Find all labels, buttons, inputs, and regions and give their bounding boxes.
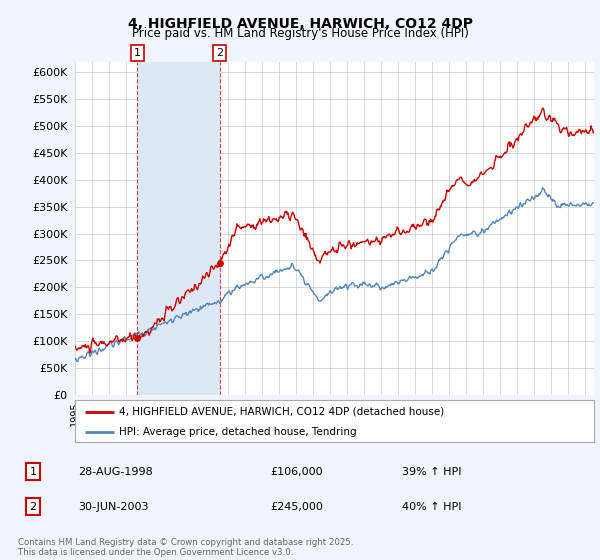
Text: 1: 1 bbox=[29, 466, 37, 477]
Text: HPI: Average price, detached house, Tendring: HPI: Average price, detached house, Tend… bbox=[119, 427, 357, 437]
Text: £245,000: £245,000 bbox=[270, 502, 323, 512]
Text: 4, HIGHFIELD AVENUE, HARWICH, CO12 4DP (detached house): 4, HIGHFIELD AVENUE, HARWICH, CO12 4DP (… bbox=[119, 407, 445, 417]
Text: 30-JUN-2003: 30-JUN-2003 bbox=[78, 502, 149, 512]
Text: Price paid vs. HM Land Registry's House Price Index (HPI): Price paid vs. HM Land Registry's House … bbox=[131, 27, 469, 40]
Text: 28-AUG-1998: 28-AUG-1998 bbox=[78, 466, 153, 477]
Text: 2: 2 bbox=[216, 48, 223, 58]
Bar bbox=[137, 62, 220, 395]
Text: 4, HIGHFIELD AVENUE, HARWICH, CO12 4DP: 4, HIGHFIELD AVENUE, HARWICH, CO12 4DP bbox=[128, 17, 473, 31]
Text: 40% ↑ HPI: 40% ↑ HPI bbox=[402, 502, 461, 512]
Text: Contains HM Land Registry data © Crown copyright and database right 2025.
This d: Contains HM Land Registry data © Crown c… bbox=[18, 538, 353, 557]
Text: 2: 2 bbox=[29, 502, 37, 512]
Text: 1: 1 bbox=[134, 48, 141, 58]
Text: 39% ↑ HPI: 39% ↑ HPI bbox=[402, 466, 461, 477]
Text: £106,000: £106,000 bbox=[270, 466, 323, 477]
